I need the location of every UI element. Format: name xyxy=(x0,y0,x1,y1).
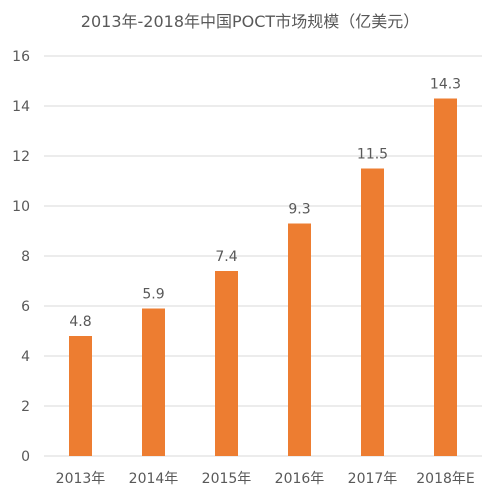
bars xyxy=(69,98,457,456)
y-tick-label: 0 xyxy=(21,449,30,465)
data-label: 5.9 xyxy=(142,287,164,303)
data-label: 14.3 xyxy=(430,77,461,93)
y-tick-label: 10 xyxy=(12,199,30,215)
y-tick-label: 12 xyxy=(12,149,30,165)
data-label: 9.3 xyxy=(288,202,310,218)
gridlines xyxy=(44,55,482,457)
chart-title: 2013年-2018年中国POCT市场规模（亿美元） xyxy=(80,12,420,31)
y-tick-label: 2 xyxy=(21,399,30,415)
bar xyxy=(142,308,165,456)
x-category-label: 2016年 xyxy=(275,471,325,487)
data-label: 11.5 xyxy=(357,147,388,163)
bar xyxy=(434,98,457,456)
bar xyxy=(361,168,384,456)
x-category-label: 2015年 xyxy=(202,471,252,487)
bar xyxy=(288,223,311,456)
x-category-label: 2014年 xyxy=(129,471,179,487)
data-label: 4.8 xyxy=(69,314,91,330)
y-tick-label: 16 xyxy=(12,49,30,65)
y-tick-label: 14 xyxy=(12,99,30,115)
data-label: 7.4 xyxy=(215,249,237,265)
x-category-label: 2013年 xyxy=(56,471,106,487)
x-category-label: 2017年 xyxy=(348,471,398,487)
y-axis-ticks: 0 2 4 6 8 10 12 14 16 xyxy=(12,49,30,465)
y-tick-label: 8 xyxy=(21,249,30,265)
y-tick-label: 4 xyxy=(21,349,30,365)
x-axis-categories: 2013年 2014年 2015年 2016年 2017年 2018年E xyxy=(56,471,475,487)
x-category-label: 2018年E xyxy=(416,471,474,487)
y-tick-label: 6 xyxy=(21,299,30,315)
bar xyxy=(69,336,92,456)
data-labels: 4.8 5.9 7.4 9.3 11.5 14.3 xyxy=(69,77,461,331)
bar xyxy=(215,271,238,456)
